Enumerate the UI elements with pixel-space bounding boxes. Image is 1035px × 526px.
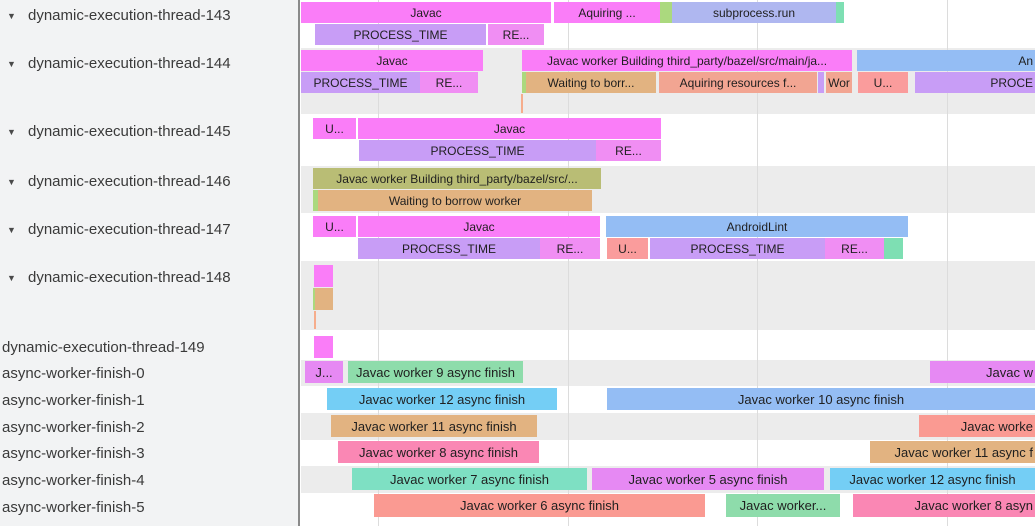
- trace-event-bar[interactable]: PROCESS_TIME: [359, 140, 596, 161]
- track-label-dynamic-execution-thread-145[interactable]: ▼ dynamic-execution-thread-145: [0, 122, 298, 141]
- trace-event-bar[interactable]: [884, 238, 903, 259]
- trace-event-bar[interactable]: RE...: [420, 72, 478, 93]
- track-name-text: async-worker-finish-5: [2, 499, 145, 516]
- trace-event-bar[interactable]: PROCESS_TIME: [315, 24, 486, 45]
- track-name-text: dynamic-execution-thread-148: [28, 269, 231, 286]
- trace-event-bar[interactable]: An: [857, 50, 1035, 71]
- trace-event-bar[interactable]: Javac worker Building third_party/bazel/…: [522, 50, 852, 71]
- track-label-async-worker-finish-3[interactable]: async-worker-finish-3: [0, 444, 300, 463]
- trace-event-bar[interactable]: PROCESS_TIME: [358, 238, 540, 259]
- track-name-text: dynamic-execution-thread-143: [28, 7, 231, 24]
- track-band: [301, 261, 1035, 330]
- trace-event-bar[interactable]: [522, 72, 526, 93]
- trace-event-bar[interactable]: [315, 288, 333, 310]
- trace-event-bar[interactable]: Javac worker 12 async finish: [830, 468, 1035, 490]
- collapse-arrow-icon[interactable]: ▼: [7, 176, 16, 187]
- trace-event-bar[interactable]: U...: [607, 238, 648, 259]
- trace-event-bar[interactable]: Javac worker 11 async f: [870, 441, 1035, 463]
- collapse-arrow-icon[interactable]: ▼: [7, 272, 16, 283]
- trace-event-bar[interactable]: Javac: [358, 216, 600, 237]
- trace-event-bar[interactable]: Javac w: [930, 361, 1035, 383]
- track-label-dynamic-execution-thread-147[interactable]: ▼ dynamic-execution-thread-147: [0, 220, 298, 239]
- trace-event-bar[interactable]: RE...: [596, 140, 661, 161]
- trace-event-bar[interactable]: U...: [313, 118, 356, 139]
- track-label-dynamic-execution-thread-148[interactable]: ▼ dynamic-execution-thread-148: [0, 268, 298, 287]
- track-name-text: dynamic-execution-thread-146: [28, 173, 231, 190]
- track-label-dynamic-execution-thread-146[interactable]: ▼ dynamic-execution-thread-146: [0, 172, 298, 191]
- trace-event-bar[interactable]: [314, 336, 333, 358]
- trace-event-bar[interactable]: Javac: [358, 118, 661, 139]
- track-name-text: dynamic-execution-thread-144: [28, 55, 231, 72]
- trace-event-bar[interactable]: Javac worker 7 async finish: [352, 468, 587, 490]
- trace-event-bar[interactable]: PROCE: [915, 72, 1035, 93]
- time-gridline: [947, 0, 948, 526]
- track-band: [301, 330, 1035, 360]
- trace-event-bar[interactable]: Javac worker Building third_party/bazel/…: [313, 168, 601, 189]
- trace-event-bar[interactable]: Javac worker 8 async finish: [338, 441, 539, 463]
- track-name-text: dynamic-execution-thread-149: [2, 339, 205, 356]
- trace-event-bar[interactable]: RE...: [488, 24, 544, 45]
- track-label-async-worker-finish-5[interactable]: async-worker-finish-5: [0, 498, 300, 517]
- trace-event-bar[interactable]: PROCESS_TIME: [650, 238, 825, 259]
- trace-event-bar[interactable]: Waiting to borr...: [526, 72, 656, 93]
- collapse-arrow-icon[interactable]: ▼: [7, 10, 16, 21]
- trace-event-bar[interactable]: Waiting to borrow worker: [318, 190, 592, 211]
- trace-event-bar[interactable]: Javac: [301, 2, 551, 23]
- time-gridline: [757, 0, 758, 526]
- trace-event-bar[interactable]: Javac worker 8 asyn: [853, 494, 1035, 517]
- trace-event-bar[interactable]: Javac worker 10 async finish: [607, 388, 1035, 410]
- trace-event-bar[interactable]: AndroidLint: [606, 216, 908, 237]
- trace-event-bar[interactable]: [521, 94, 523, 113]
- trace-event-bar[interactable]: [818, 72, 824, 93]
- track-name-text: dynamic-execution-thread-145: [28, 123, 231, 140]
- trace-event-bar[interactable]: [660, 2, 672, 23]
- track-label-async-worker-finish-0[interactable]: async-worker-finish-0: [0, 364, 300, 383]
- track-name-text: async-worker-finish-2: [2, 419, 145, 436]
- trace-event-bar[interactable]: [313, 190, 318, 211]
- time-gridline: [568, 0, 569, 526]
- track-label-dynamic-execution-thread-144[interactable]: ▼ dynamic-execution-thread-144: [0, 54, 298, 73]
- track-label-dynamic-execution-thread-149[interactable]: dynamic-execution-thread-149: [0, 338, 300, 357]
- track-label-dynamic-execution-thread-143[interactable]: ▼ dynamic-execution-thread-143: [0, 6, 298, 25]
- collapse-arrow-icon[interactable]: ▼: [7, 126, 16, 137]
- trace-event-bar[interactable]: Javac worker 11 async finish: [331, 415, 537, 437]
- track-name-text: async-worker-finish-0: [2, 365, 145, 382]
- trace-event-bar[interactable]: [836, 2, 844, 23]
- trace-event-bar[interactable]: Aquiring ...: [554, 2, 660, 23]
- trace-event-bar[interactable]: Aquiring resources f...: [659, 72, 817, 93]
- trace-event-bar[interactable]: Javac worker 12 async finish: [327, 388, 557, 410]
- collapse-arrow-icon[interactable]: ▼: [7, 224, 16, 235]
- collapse-arrow-icon[interactable]: ▼: [7, 58, 16, 69]
- track-name-text: dynamic-execution-thread-147: [28, 221, 231, 238]
- trace-event-bar[interactable]: U...: [858, 72, 908, 93]
- trace-event-bar[interactable]: Javac worker 5 async finish: [592, 468, 824, 490]
- track-name-text: async-worker-finish-3: [2, 445, 145, 462]
- trace-event-bar[interactable]: Javac worker 6 async finish: [374, 494, 705, 517]
- track-label-async-worker-finish-4[interactable]: async-worker-finish-4: [0, 471, 300, 490]
- trace-event-bar[interactable]: Javac: [301, 50, 483, 71]
- trace-event-bar[interactable]: [314, 265, 333, 287]
- trace-event-bar[interactable]: Javac worke: [919, 415, 1035, 437]
- trace-event-bar[interactable]: J...: [305, 361, 343, 383]
- trace-event-bar[interactable]: Wor: [826, 72, 852, 93]
- trace-event-bar[interactable]: Javac worker...: [726, 494, 840, 517]
- track-label-async-worker-finish-1[interactable]: async-worker-finish-1: [0, 391, 300, 410]
- time-gridline: [378, 0, 379, 526]
- trace-event-bar[interactable]: RE...: [825, 238, 884, 259]
- trace-event-bar[interactable]: PROCESS_TIME: [301, 72, 420, 93]
- trace-event-bar[interactable]: [314, 311, 316, 329]
- track-name-text: async-worker-finish-4: [2, 472, 145, 489]
- track-name-sidebar: ▼ dynamic-execution-thread-143 ▼ dynamic-ex…: [0, 0, 300, 526]
- track-name-text: async-worker-finish-1: [2, 392, 145, 409]
- trace-event-bar[interactable]: Javac worker 9 async finish: [348, 361, 523, 383]
- trace-event-bar[interactable]: subprocess.run: [672, 2, 836, 23]
- trace-event-bar[interactable]: RE...: [540, 238, 600, 259]
- track-label-async-worker-finish-2[interactable]: async-worker-finish-2: [0, 418, 300, 437]
- trace-event-bar[interactable]: [313, 288, 315, 310]
- trace-event-bar[interactable]: U...: [313, 216, 356, 237]
